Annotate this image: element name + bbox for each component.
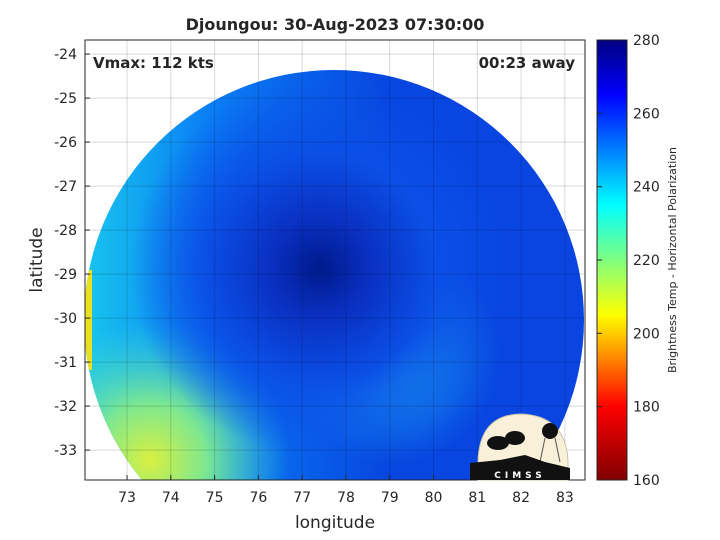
colorbar-tick-label: 240 [633, 180, 660, 196]
y-tick-label: -26 [54, 135, 77, 151]
colorbar-tick-label: 180 [633, 400, 660, 416]
x-tick-label: 74 [162, 490, 180, 506]
y-tick-label: -31 [54, 355, 77, 371]
colorbar-tick-label: 220 [633, 253, 660, 269]
grid-lines [85, 40, 585, 480]
colorbar-ticks: 280 260 240 220 200 180 160 [597, 33, 660, 489]
x-tick-label: 81 [468, 490, 486, 506]
y-tick-label: -32 [54, 399, 77, 415]
logo-text: CIMSS [494, 471, 545, 481]
x-tick-label: 76 [249, 490, 267, 506]
y-axis-ticks: -24 -25 -26 -27 -28 -29 -30 -31 -32 -33 [54, 47, 90, 459]
x-tick-label: 77 [293, 490, 311, 506]
plot-title: Djoungou: 30-Aug-2023 07:30:00 [186, 15, 485, 34]
y-tick-label: -30 [54, 311, 77, 327]
colorbar-label: Brightness Temp - Horizontal Polarizatio… [666, 147, 679, 373]
y-tick-label: -25 [54, 91, 77, 107]
y-tick-label: -33 [54, 443, 77, 459]
x-axis-ticks: 73 74 75 76 77 78 79 80 81 82 83 [118, 475, 574, 506]
colorbar-tick-label: 200 [633, 326, 660, 342]
y-tick-label: -27 [54, 179, 77, 195]
x-tick-label: 79 [381, 490, 399, 506]
plot-axes-box [84, 39, 586, 481]
y-tick-label: -29 [54, 267, 77, 283]
x-tick-label: 73 [118, 490, 136, 506]
x-tick-label: 82 [512, 490, 530, 506]
colorbar-tick-label: 260 [633, 106, 660, 122]
x-tick-label: 83 [556, 490, 574, 506]
x-tick-label: 78 [337, 490, 355, 506]
y-tick-label: -28 [54, 223, 77, 239]
time-away-label: 00:23 away [479, 54, 576, 72]
x-tick-label: 75 [206, 490, 224, 506]
y-tick-label: -24 [54, 47, 77, 63]
x-axis-label: longitude [295, 513, 375, 533]
y-axis-label: latitude [27, 227, 47, 292]
colorbar-tick-label: 280 [633, 33, 660, 49]
colorbar-tick-label: 160 [633, 473, 660, 489]
cimss-logo: CIMSS [470, 413, 570, 481]
x-tick-label: 80 [425, 490, 443, 506]
vmax-label: Vmax: 112 kts [93, 54, 214, 72]
brightness-temperature-image [85, 70, 584, 480]
